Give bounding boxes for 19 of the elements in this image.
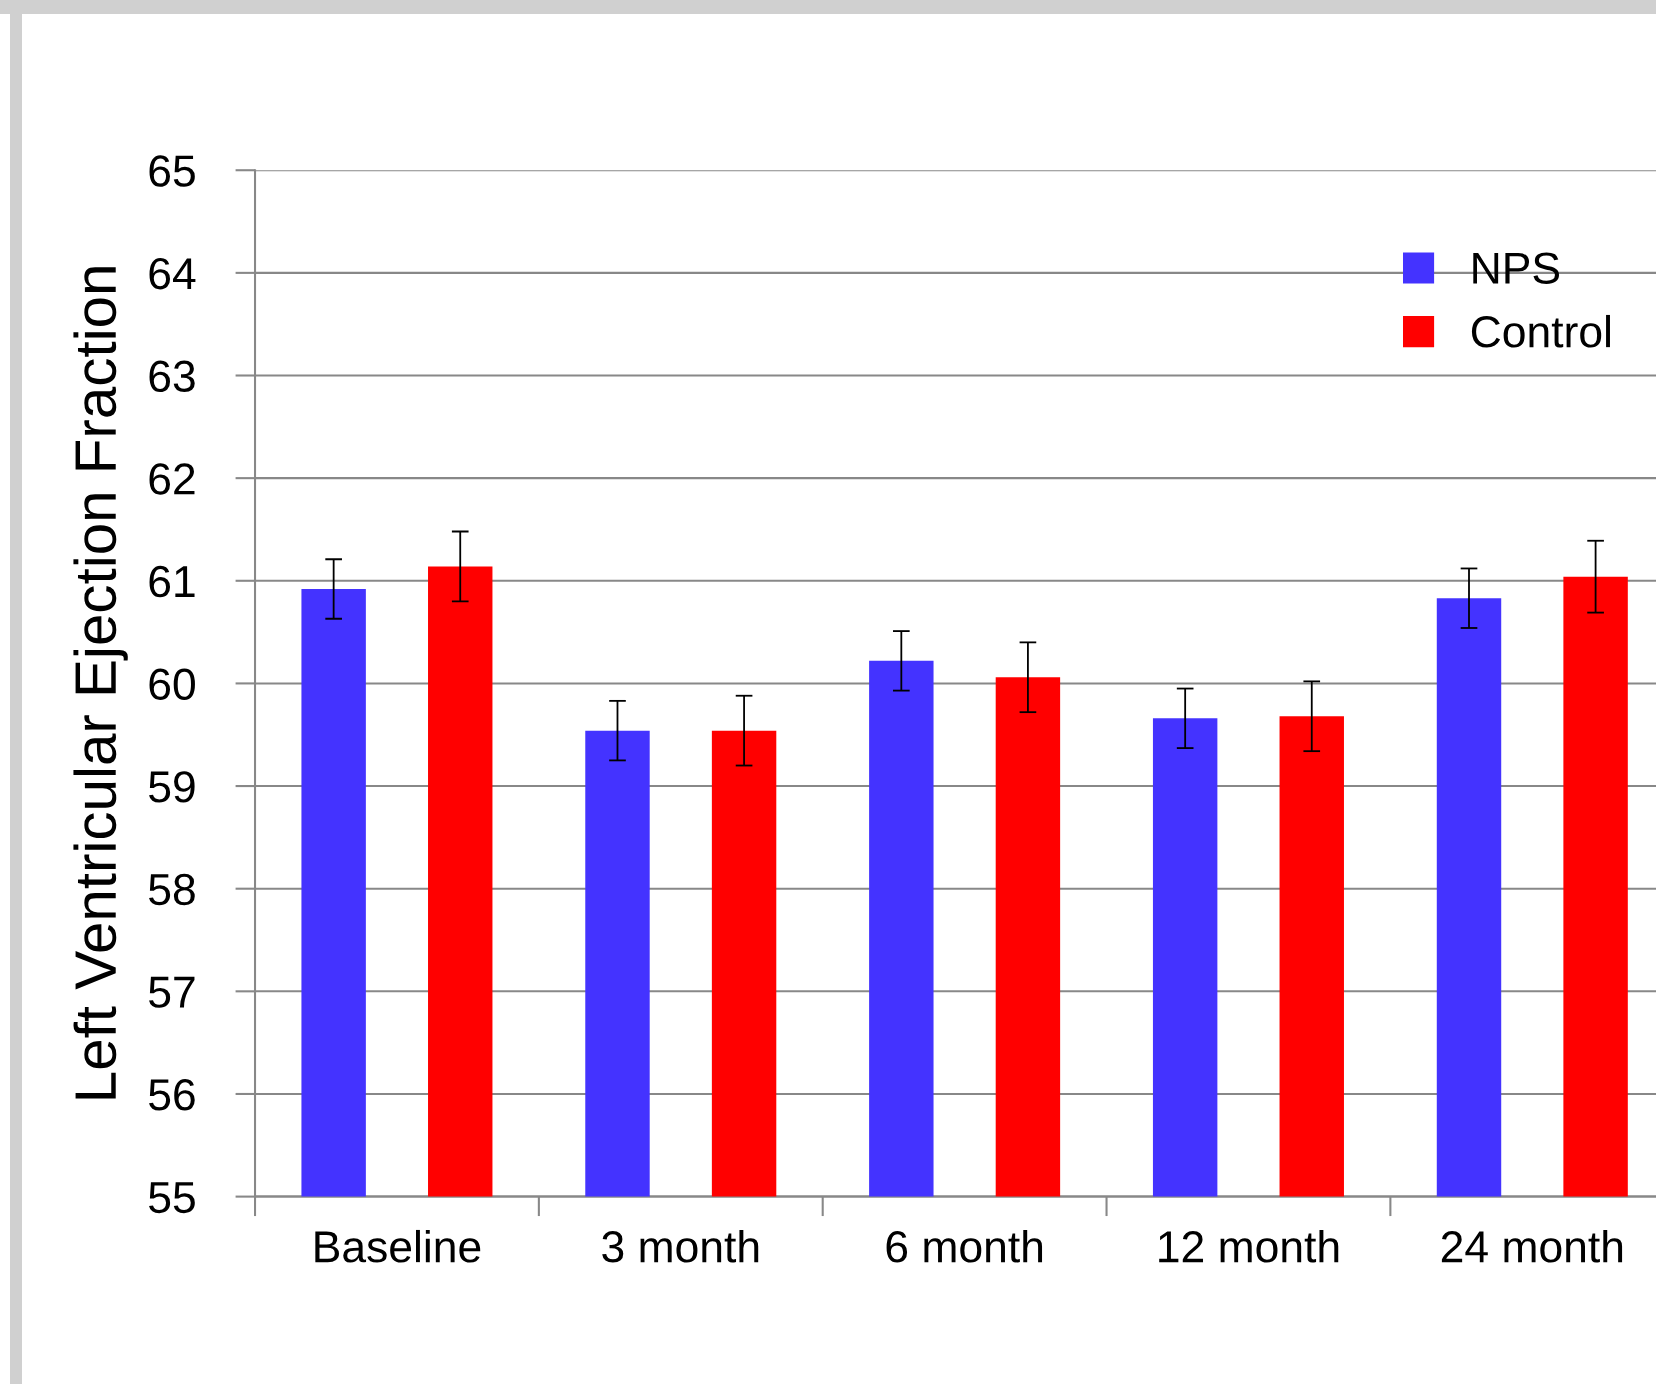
y-tick-label: 63 xyxy=(149,360,195,393)
legend-label: NPS xyxy=(1473,252,1560,284)
y-tick-label: 60 xyxy=(149,668,195,700)
y-tick-label: 59 xyxy=(149,771,195,803)
y-tick-label: 65 xyxy=(149,155,195,187)
y-tick-label: 62 xyxy=(149,463,195,495)
y-tick-label: 57 xyxy=(149,976,195,1008)
y-axis-title: Left Ventricular Ejection Fraction xyxy=(73,267,128,1099)
y-tick-label: 55 xyxy=(149,1182,195,1214)
legend-label: Control xyxy=(1471,314,1610,348)
y-tick-label: 56 xyxy=(149,1079,195,1111)
y-tick-label: 61 xyxy=(149,565,195,598)
x-tick-label: 12 month xyxy=(1159,1229,1339,1263)
x-tick-label: 6 month xyxy=(886,1229,1043,1263)
x-tick-label: 3 month xyxy=(602,1229,759,1263)
y-tick-label: 64 xyxy=(149,257,196,290)
y-tick-label: 58 xyxy=(149,873,195,906)
x-tick-label: 24 month xyxy=(1441,1229,1623,1263)
x-tick-label: Baseline xyxy=(315,1229,481,1263)
